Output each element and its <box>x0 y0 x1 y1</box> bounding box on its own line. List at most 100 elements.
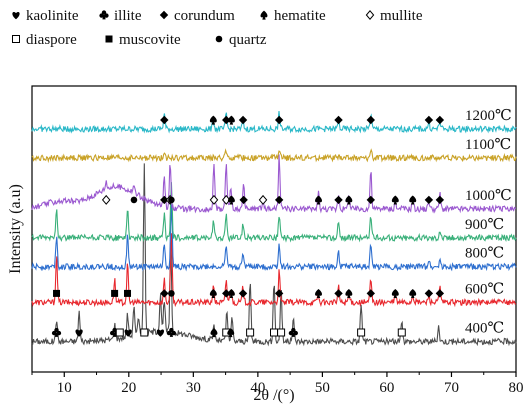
club-icon <box>288 327 298 337</box>
diamond-filled-icon <box>159 10 169 20</box>
series-line-5 <box>31 148 517 164</box>
temperature-label: 1000℃ <box>465 188 512 204</box>
x-tick-label: 60 <box>379 380 394 396</box>
diamond-filled-icon <box>274 195 284 205</box>
diamond-open-icon <box>365 10 375 20</box>
diamond-filled-icon <box>238 115 248 125</box>
club-icon <box>99 10 109 20</box>
legend-label: muscovite <box>119 32 181 48</box>
spade-icon <box>409 195 417 205</box>
series-line-2 <box>31 204 517 272</box>
plot-frame <box>31 85 517 373</box>
diamond-filled-icon <box>334 289 343 298</box>
square-filled-icon <box>111 289 119 297</box>
diamond-filled-icon <box>160 115 169 125</box>
spade-icon <box>315 195 323 205</box>
spade-icon <box>209 289 217 298</box>
series-line-4 <box>31 154 516 214</box>
legend-label: diaspore <box>26 32 77 48</box>
diamond-filled-icon <box>435 289 445 298</box>
square-open-icon <box>397 328 406 337</box>
heart-icon <box>75 329 83 337</box>
x-tick-label: 40 <box>250 380 265 396</box>
spade-icon <box>227 115 235 125</box>
diamond-open-icon <box>258 194 268 205</box>
diamond-filled-icon <box>366 289 375 298</box>
spade-icon <box>391 195 399 205</box>
y-axis-label: Intensity (a.u) <box>7 184 24 274</box>
temperature-label: 800℃ <box>465 246 504 262</box>
square-open-icon <box>246 328 255 337</box>
diamond-filled-icon <box>366 115 375 125</box>
x-tick-label: 70 <box>444 380 459 396</box>
club-icon <box>51 327 62 337</box>
x-tick-label: 10 <box>57 380 72 396</box>
spade-icon <box>227 289 235 298</box>
diamond-filled-icon <box>239 195 248 205</box>
diamond-filled-icon <box>222 289 231 298</box>
diamond-filled-icon <box>424 195 434 205</box>
square-open-icon <box>115 328 124 337</box>
diamond-filled-icon <box>274 289 284 298</box>
square-filled-icon <box>105 35 113 43</box>
square-open-icon <box>357 328 366 337</box>
legend-label: corundum <box>174 8 235 24</box>
x-tick-label: 30 <box>186 380 201 396</box>
diamond-open-icon <box>101 194 111 205</box>
diamond-open-icon <box>209 194 219 205</box>
club-icon <box>166 327 176 337</box>
spade-icon <box>260 10 268 20</box>
spade-icon <box>409 289 417 298</box>
spade-icon <box>391 289 399 298</box>
series-line-3 <box>31 182 517 243</box>
circle-filled-icon <box>130 196 138 204</box>
diamond-filled-icon <box>435 195 445 205</box>
diamond-filled-icon <box>435 115 445 125</box>
diamond-filled-icon <box>424 289 434 298</box>
square-open-icon <box>12 35 20 43</box>
temperature-label: 1200℃ <box>465 108 512 124</box>
diamond-filled-icon <box>334 195 343 205</box>
square-filled-icon <box>53 289 61 297</box>
square-filled-icon <box>124 289 132 297</box>
legend-label: hematite <box>274 8 326 24</box>
temperature-label: 1100℃ <box>465 137 511 153</box>
spade-icon <box>227 328 235 338</box>
circle-filled-icon <box>168 290 175 297</box>
series-line-6 <box>31 111 517 134</box>
square-open-icon <box>277 328 286 337</box>
heart-icon <box>124 329 132 337</box>
temperature-label: 400℃ <box>465 321 504 337</box>
square-open-icon <box>270 328 278 337</box>
x-axis-label: 2θ /(°) <box>253 387 294 404</box>
diamond-filled-icon <box>424 115 434 125</box>
legend-label: quartz <box>229 32 267 48</box>
square-open-icon <box>140 328 149 337</box>
x-tick-label: 80 <box>509 380 524 396</box>
heart-icon <box>156 329 165 337</box>
circle-filled-icon <box>215 35 223 43</box>
diamond-filled-icon <box>160 195 169 205</box>
series-line-0 <box>31 163 517 347</box>
heart-icon <box>12 11 20 20</box>
legend-label: illite <box>114 8 142 24</box>
x-tick-label: 50 <box>315 380 330 396</box>
diamond-filled-icon <box>366 195 375 205</box>
diamond-filled-icon <box>238 289 248 298</box>
temperature-label: 600℃ <box>465 281 504 297</box>
spade-icon <box>210 328 218 338</box>
diamond-filled-icon <box>222 115 231 125</box>
series-line-1 <box>31 233 517 308</box>
legend-label: kaolinite <box>26 8 79 24</box>
diamond-filled-icon <box>160 289 169 298</box>
x-tick-label: 20 <box>121 380 136 396</box>
legend-label: mullite <box>380 8 423 24</box>
circle-filled-icon <box>168 196 175 204</box>
spade-icon <box>345 195 353 205</box>
spade-icon <box>345 289 353 298</box>
diamond-filled-icon <box>334 115 343 125</box>
temperature-label: 900℃ <box>465 217 504 233</box>
spade-icon <box>315 289 323 298</box>
spade-icon <box>227 195 235 205</box>
spade-icon <box>209 115 217 125</box>
